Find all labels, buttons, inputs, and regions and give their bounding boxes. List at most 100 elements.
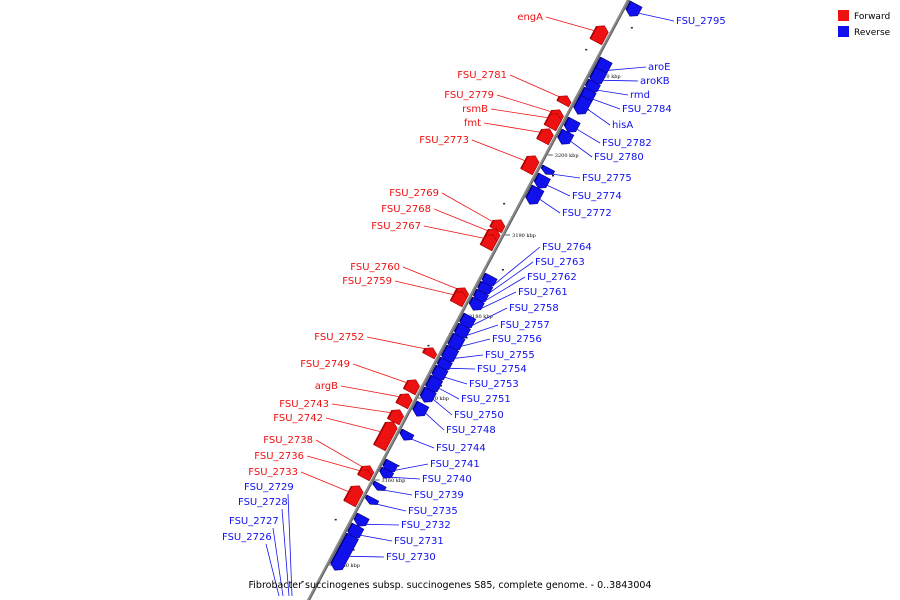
- reverse-gene-leader: [472, 307, 508, 326]
- reverse-gene-arrow-shade: [447, 332, 455, 345]
- reverse-gene-arrow-shade: [399, 428, 404, 435]
- reverse-gene-leader: [265, 543, 280, 597]
- forward-gene-arrow: [450, 291, 467, 308]
- reverse-gene-leader: [603, 79, 639, 82]
- reverse-gene-arrow-shade: [379, 466, 383, 473]
- reverse-gene-label: FSU_2726: [222, 532, 272, 543]
- minor-feature-mark: [503, 202, 506, 205]
- reverse-gene-leader: [570, 140, 593, 158]
- forward-gene-label: FSU_2781: [457, 70, 507, 81]
- reverse-gene-arrow-shade: [468, 296, 474, 305]
- forward-gene-arrow: [373, 421, 398, 452]
- forward-gene-leader: [315, 439, 363, 468]
- scale-tick-label: 3170 kbp: [425, 396, 449, 402]
- reverse-gene-leader: [287, 493, 293, 597]
- forward-gene-arrow: [395, 393, 413, 410]
- reverse-gene-label: FSU_2729: [244, 482, 294, 493]
- reverse-gene-leader: [638, 12, 675, 22]
- reverse-gene-arrow-shade: [412, 400, 419, 411]
- reverse-gene-arrow-shade: [525, 184, 534, 199]
- minor-feature-mark: [397, 465, 400, 467]
- forward-gene-label: FSU_2743: [279, 399, 329, 410]
- forward-gene-leader: [545, 16, 595, 32]
- forward-gene-label: FSU_2769: [389, 188, 439, 199]
- reverse-gene-leader: [494, 246, 541, 285]
- forward-gene-leader: [352, 363, 407, 384]
- reverse-gene-leader: [547, 184, 571, 197]
- forward-gene-arrow-shade: [589, 25, 598, 40]
- reverse-gene-label: FSU_2741: [430, 459, 480, 470]
- reverse-gene-leader: [438, 387, 460, 400]
- reverse-gene-label: FSU_2762: [527, 272, 577, 283]
- reverse-gene-arrow-shade: [419, 386, 426, 397]
- reverse-gene-leader: [425, 412, 445, 431]
- reverse-gene-arrow-shade: [347, 522, 354, 533]
- map-caption: Fibrobacter succinogenes subsp. succinog…: [249, 580, 652, 591]
- reverse-gene-label: FSU_2761: [518, 287, 568, 298]
- forward-gene-arrow-shade: [386, 409, 393, 420]
- reverse-gene-arrow: [541, 164, 556, 175]
- forward-gene-label: FSU_2733: [248, 467, 298, 478]
- reverse-gene-arrow-shade: [533, 172, 540, 183]
- reverse-gene-arrow-shade: [436, 356, 442, 365]
- minor-feature-mark: [551, 175, 554, 177]
- forward-gene-arrow-shade: [489, 219, 495, 228]
- reverse-gene-leader: [485, 276, 526, 301]
- reverse-gene-leader: [597, 89, 629, 96]
- minor-feature-mark: [501, 269, 504, 271]
- reverse-gene-arrow-shade: [453, 322, 460, 333]
- reverse-gene-arrow: [365, 494, 380, 505]
- reverse-gene-leader: [395, 463, 429, 471]
- reverse-gene-label: aroKB: [640, 76, 670, 87]
- reverse-gene-label: FSU_2751: [461, 394, 511, 405]
- forward-gene-label: FSU_2752: [314, 332, 364, 343]
- reverse-gene-leader: [360, 534, 393, 542]
- reverse-gene-label: FSU_2764: [542, 242, 592, 253]
- reverse-gene-arrow-shade: [540, 164, 544, 169]
- reverse-gene-label: FSU_2727: [229, 516, 279, 527]
- reverse-gene-arrow-shade: [625, 0, 632, 11]
- forward-gene-leader: [509, 74, 560, 98]
- forward-gene-arrow-shade: [395, 393, 402, 404]
- reverse-gene-label: FSU_2731: [394, 536, 444, 547]
- forward-gene-label: FSU_2760: [350, 262, 400, 273]
- reverse-gene-label: FSU_2758: [509, 303, 559, 314]
- forward-gene-label: FSU_2749: [300, 359, 350, 370]
- reverse-gene-label: FSU_2739: [414, 490, 464, 501]
- forward-gene-label: FSU_2768: [381, 204, 431, 215]
- forward-gene-leader: [423, 225, 484, 239]
- forward-gene-label: FSU_2759: [342, 276, 392, 287]
- forward-gene-label: FSU_2738: [263, 435, 313, 446]
- reverse-gene-leader: [411, 438, 435, 449]
- legend-swatch-reverse: [838, 26, 849, 37]
- forward-gene-arrow-shade: [449, 291, 456, 302]
- reverse-gene-arrow-shade: [364, 494, 369, 499]
- forward-gene-leader: [366, 336, 426, 350]
- forward-gene-label: FSU_2736: [254, 451, 304, 462]
- forward-gene-leader: [306, 455, 361, 472]
- reverse-gene-label: FSU_2755: [485, 350, 535, 361]
- reverse-gene-label: FSU_2774: [572, 191, 622, 202]
- reverse-gene-label: FSU_2730: [386, 552, 436, 563]
- reverse-gene-leader: [444, 376, 468, 385]
- minor-feature-mark: [427, 344, 430, 347]
- forward-gene-leader: [433, 208, 489, 232]
- reverse-gene-leader: [587, 108, 611, 126]
- reverse-gene-label: FSU_2750: [454, 410, 504, 421]
- legend-label-forward: Forward: [854, 12, 890, 22]
- reverse-gene-arrow-shade: [440, 344, 448, 357]
- reverse-gene-leader: [391, 476, 421, 480]
- reverse-gene-leader: [432, 398, 453, 416]
- reverse-gene-arrow-shade: [594, 56, 602, 69]
- forward-gene-leader: [441, 192, 493, 223]
- reverse-gene-label: FSU_2782: [602, 138, 652, 149]
- reverse-gene-label: FSU_2795: [676, 16, 726, 27]
- reverse-gene-leader: [384, 489, 413, 496]
- reverse-gene-leader: [461, 338, 491, 347]
- reverse-gene-arrow-shade: [459, 312, 466, 323]
- forward-gene-leader: [394, 280, 454, 296]
- legend-label-reverse: Reverse: [854, 28, 891, 38]
- reverse-gene-leader: [467, 324, 499, 336]
